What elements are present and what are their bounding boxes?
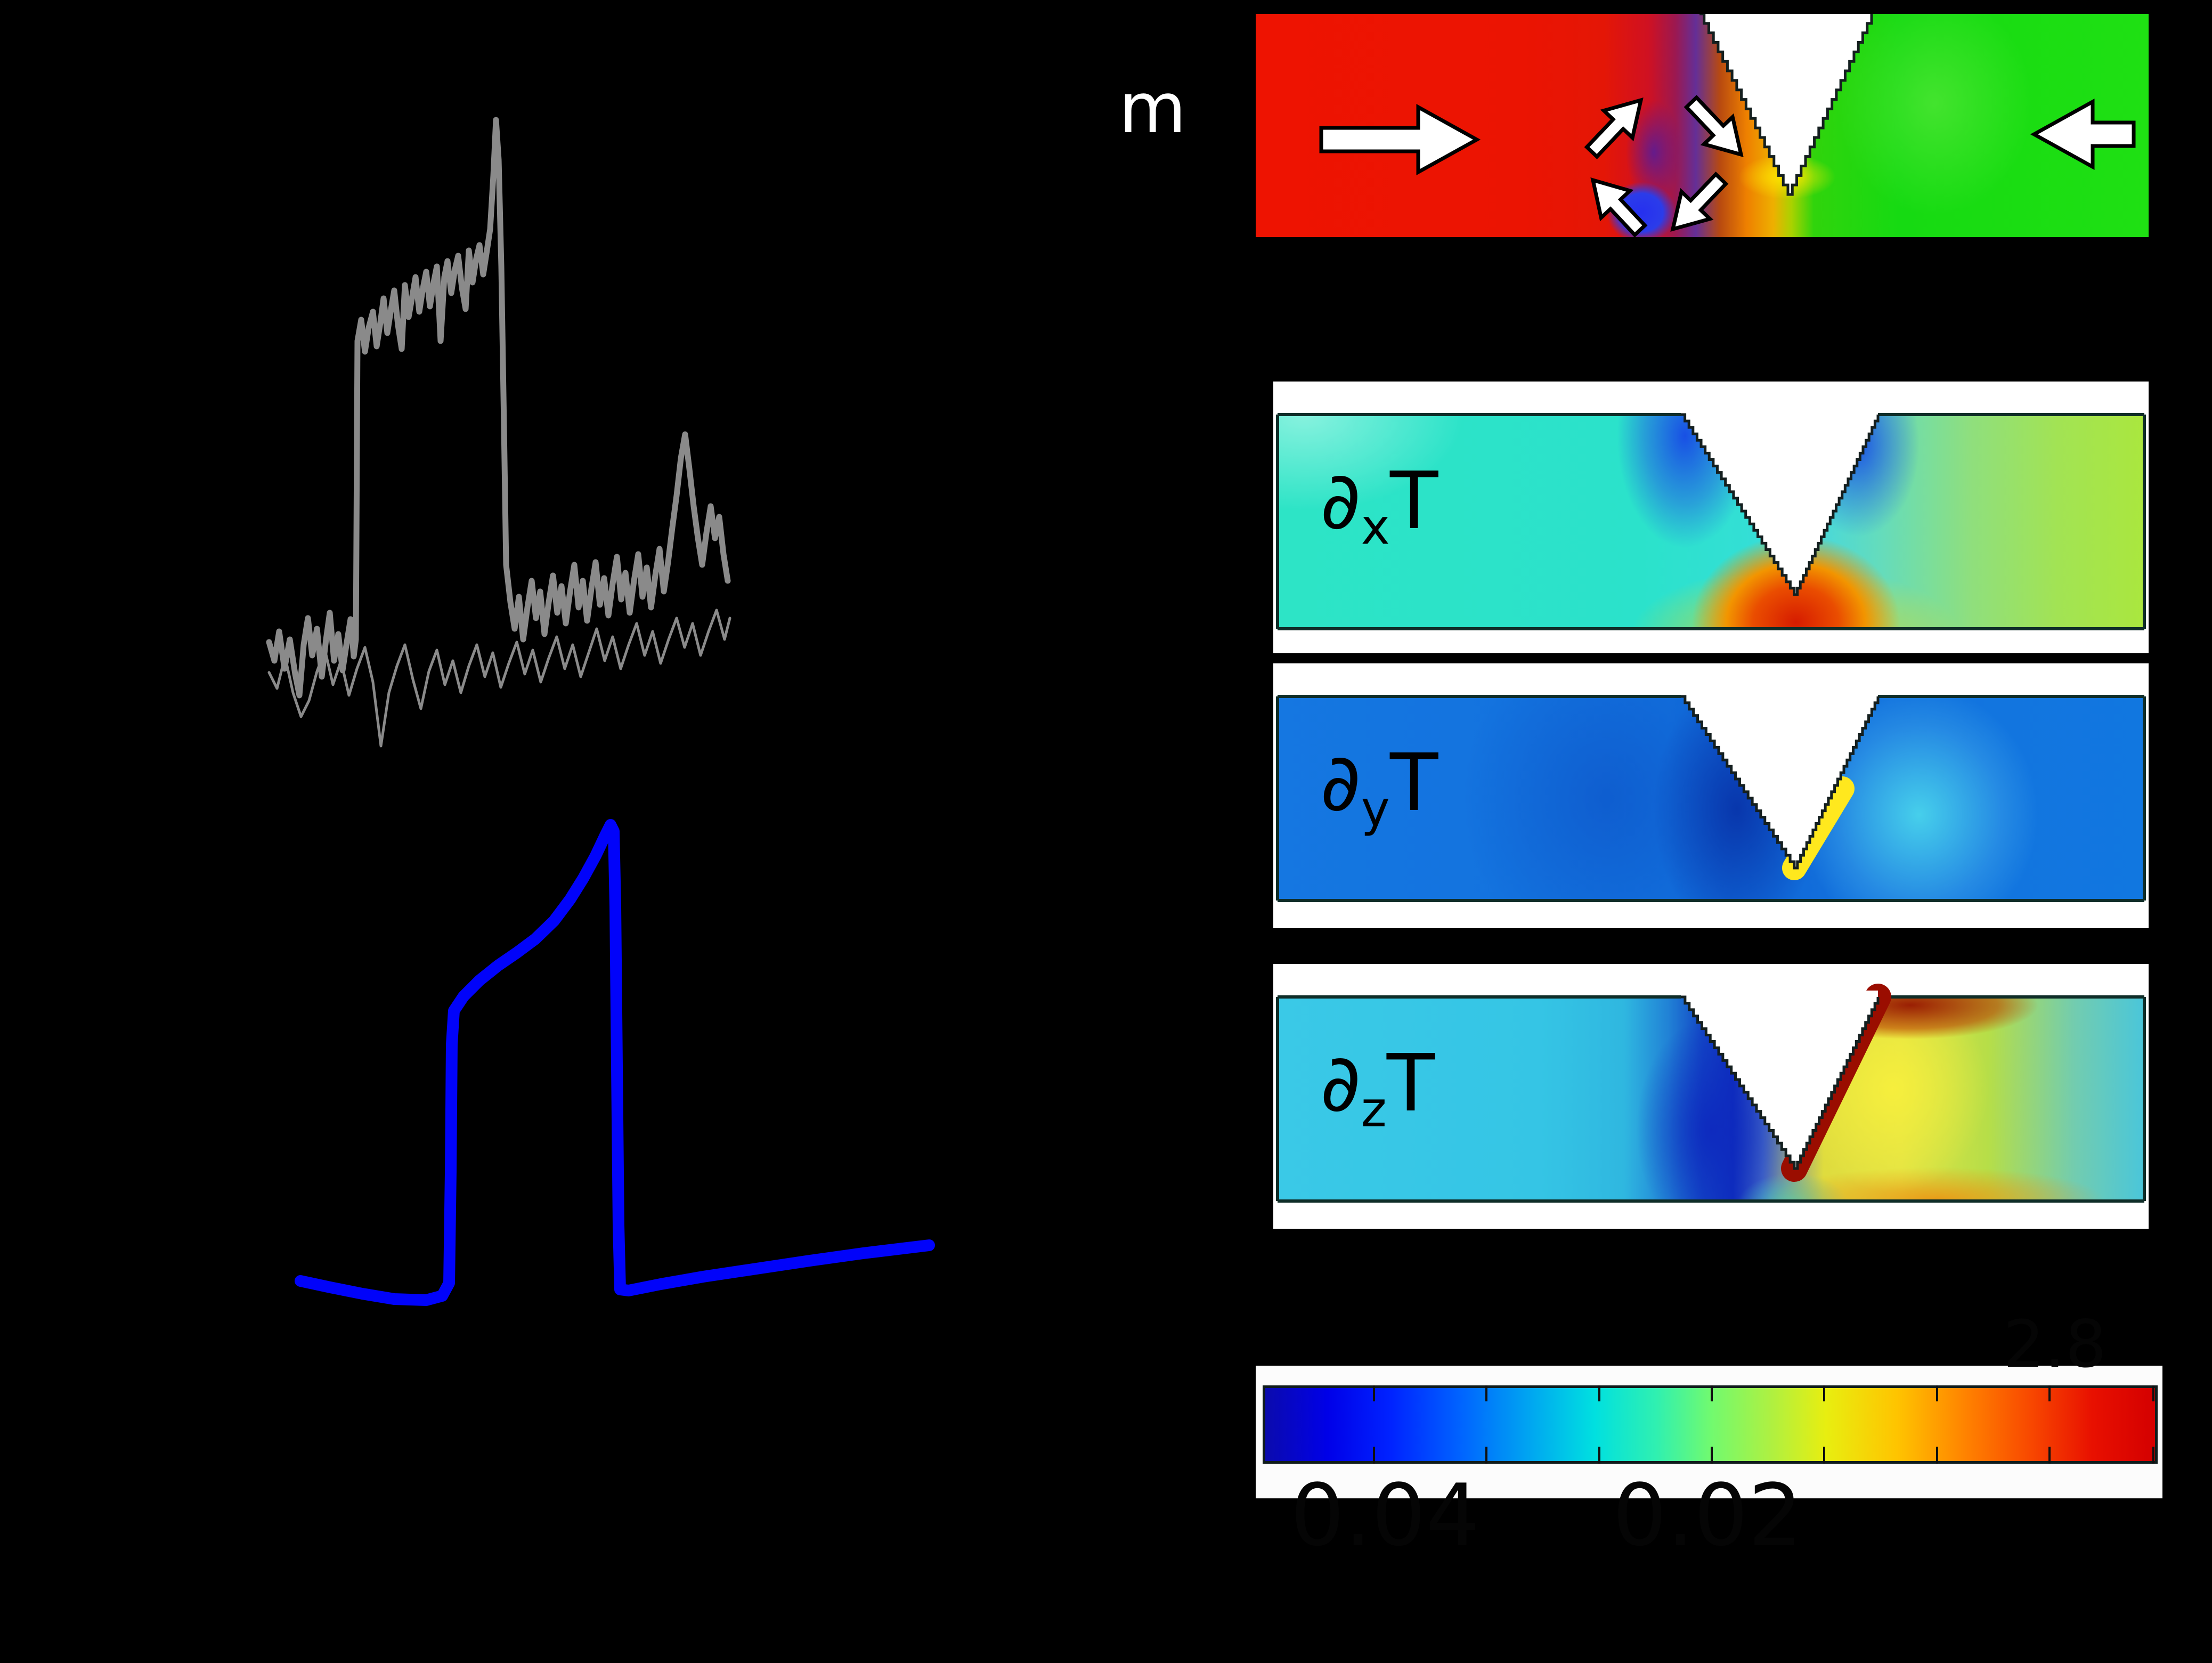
colorbar-tick — [1936, 1447, 1938, 1464]
colorbar-tick-label: 0.02 — [1612, 1465, 1803, 1565]
arrow-left-icon — [2030, 99, 2136, 170]
colorbar — [1256, 1366, 2162, 1498]
v-notch-edge — [1681, 695, 1880, 870]
dyT-notch-svg — [1276, 690, 2146, 902]
v-notch — [1681, 408, 1878, 595]
v-notch-edge — [1681, 413, 1880, 596]
magnetization-label: m — [1119, 68, 1186, 149]
magnetization-overlay-svg — [1319, 14, 2136, 237]
trace-step-response — [295, 819, 935, 1306]
colorbar-tick — [1485, 1385, 1487, 1401]
v-notch-edge — [1681, 995, 1880, 1170]
trace-signal-thin — [267, 609, 731, 748]
colorbar-tick — [1485, 1447, 1487, 1464]
colorbar-tick — [2048, 1447, 2051, 1464]
colorbar-gradient — [1263, 1385, 2158, 1464]
arrow-right-icon — [1319, 104, 1481, 175]
colorbar-tick — [1373, 1447, 1375, 1464]
trace-signal-thick — [266, 117, 731, 699]
trace-plot-svg — [266, 117, 935, 1306]
dzT-label: ∂zT — [1320, 1037, 1435, 1138]
colorbar-tick — [1823, 1385, 1825, 1401]
magnetization-map — [1256, 14, 2149, 237]
dzT-notch-svg — [1276, 984, 2146, 1203]
v-notch — [1681, 991, 1878, 1169]
colorbar-tick — [1598, 1447, 1600, 1464]
v-notch — [1699, 14, 1872, 194]
colorbar-tick — [1373, 1385, 1375, 1401]
colorbar-tick — [2152, 1447, 2154, 1464]
colorbar-tick-label: 0.04 — [1290, 1465, 1481, 1565]
colorbar-offset-label: 2.8 — [2003, 1307, 2107, 1382]
v-notch-edge — [1699, 14, 1873, 196]
arrow-se-icon — [1684, 95, 1744, 157]
colorbar-tick — [2048, 1385, 2051, 1401]
arrow-nw-icon — [1590, 177, 1648, 237]
dzT-panel: ∂zT — [1273, 964, 2149, 1229]
colorbar-tick — [2152, 1385, 2154, 1401]
dxT-notch-svg — [1276, 408, 2146, 630]
dyT-label: ∂yT — [1320, 737, 1438, 838]
arrow-sw-icon — [1670, 172, 1729, 232]
v-notch — [1681, 690, 1878, 868]
colorbar-tick — [1598, 1385, 1600, 1401]
colorbar-tick — [1936, 1385, 1938, 1401]
colorbar-tick — [1711, 1447, 1713, 1464]
dxT-panel: ∂xT — [1273, 382, 2149, 653]
dyT-panel: ∂yT — [1273, 663, 2149, 928]
colorbar-tick — [1711, 1385, 1713, 1401]
colorbar-tick — [1823, 1447, 1825, 1464]
arrow-ne-icon — [1584, 98, 1644, 159]
dxT-label: ∂xT — [1320, 455, 1438, 556]
